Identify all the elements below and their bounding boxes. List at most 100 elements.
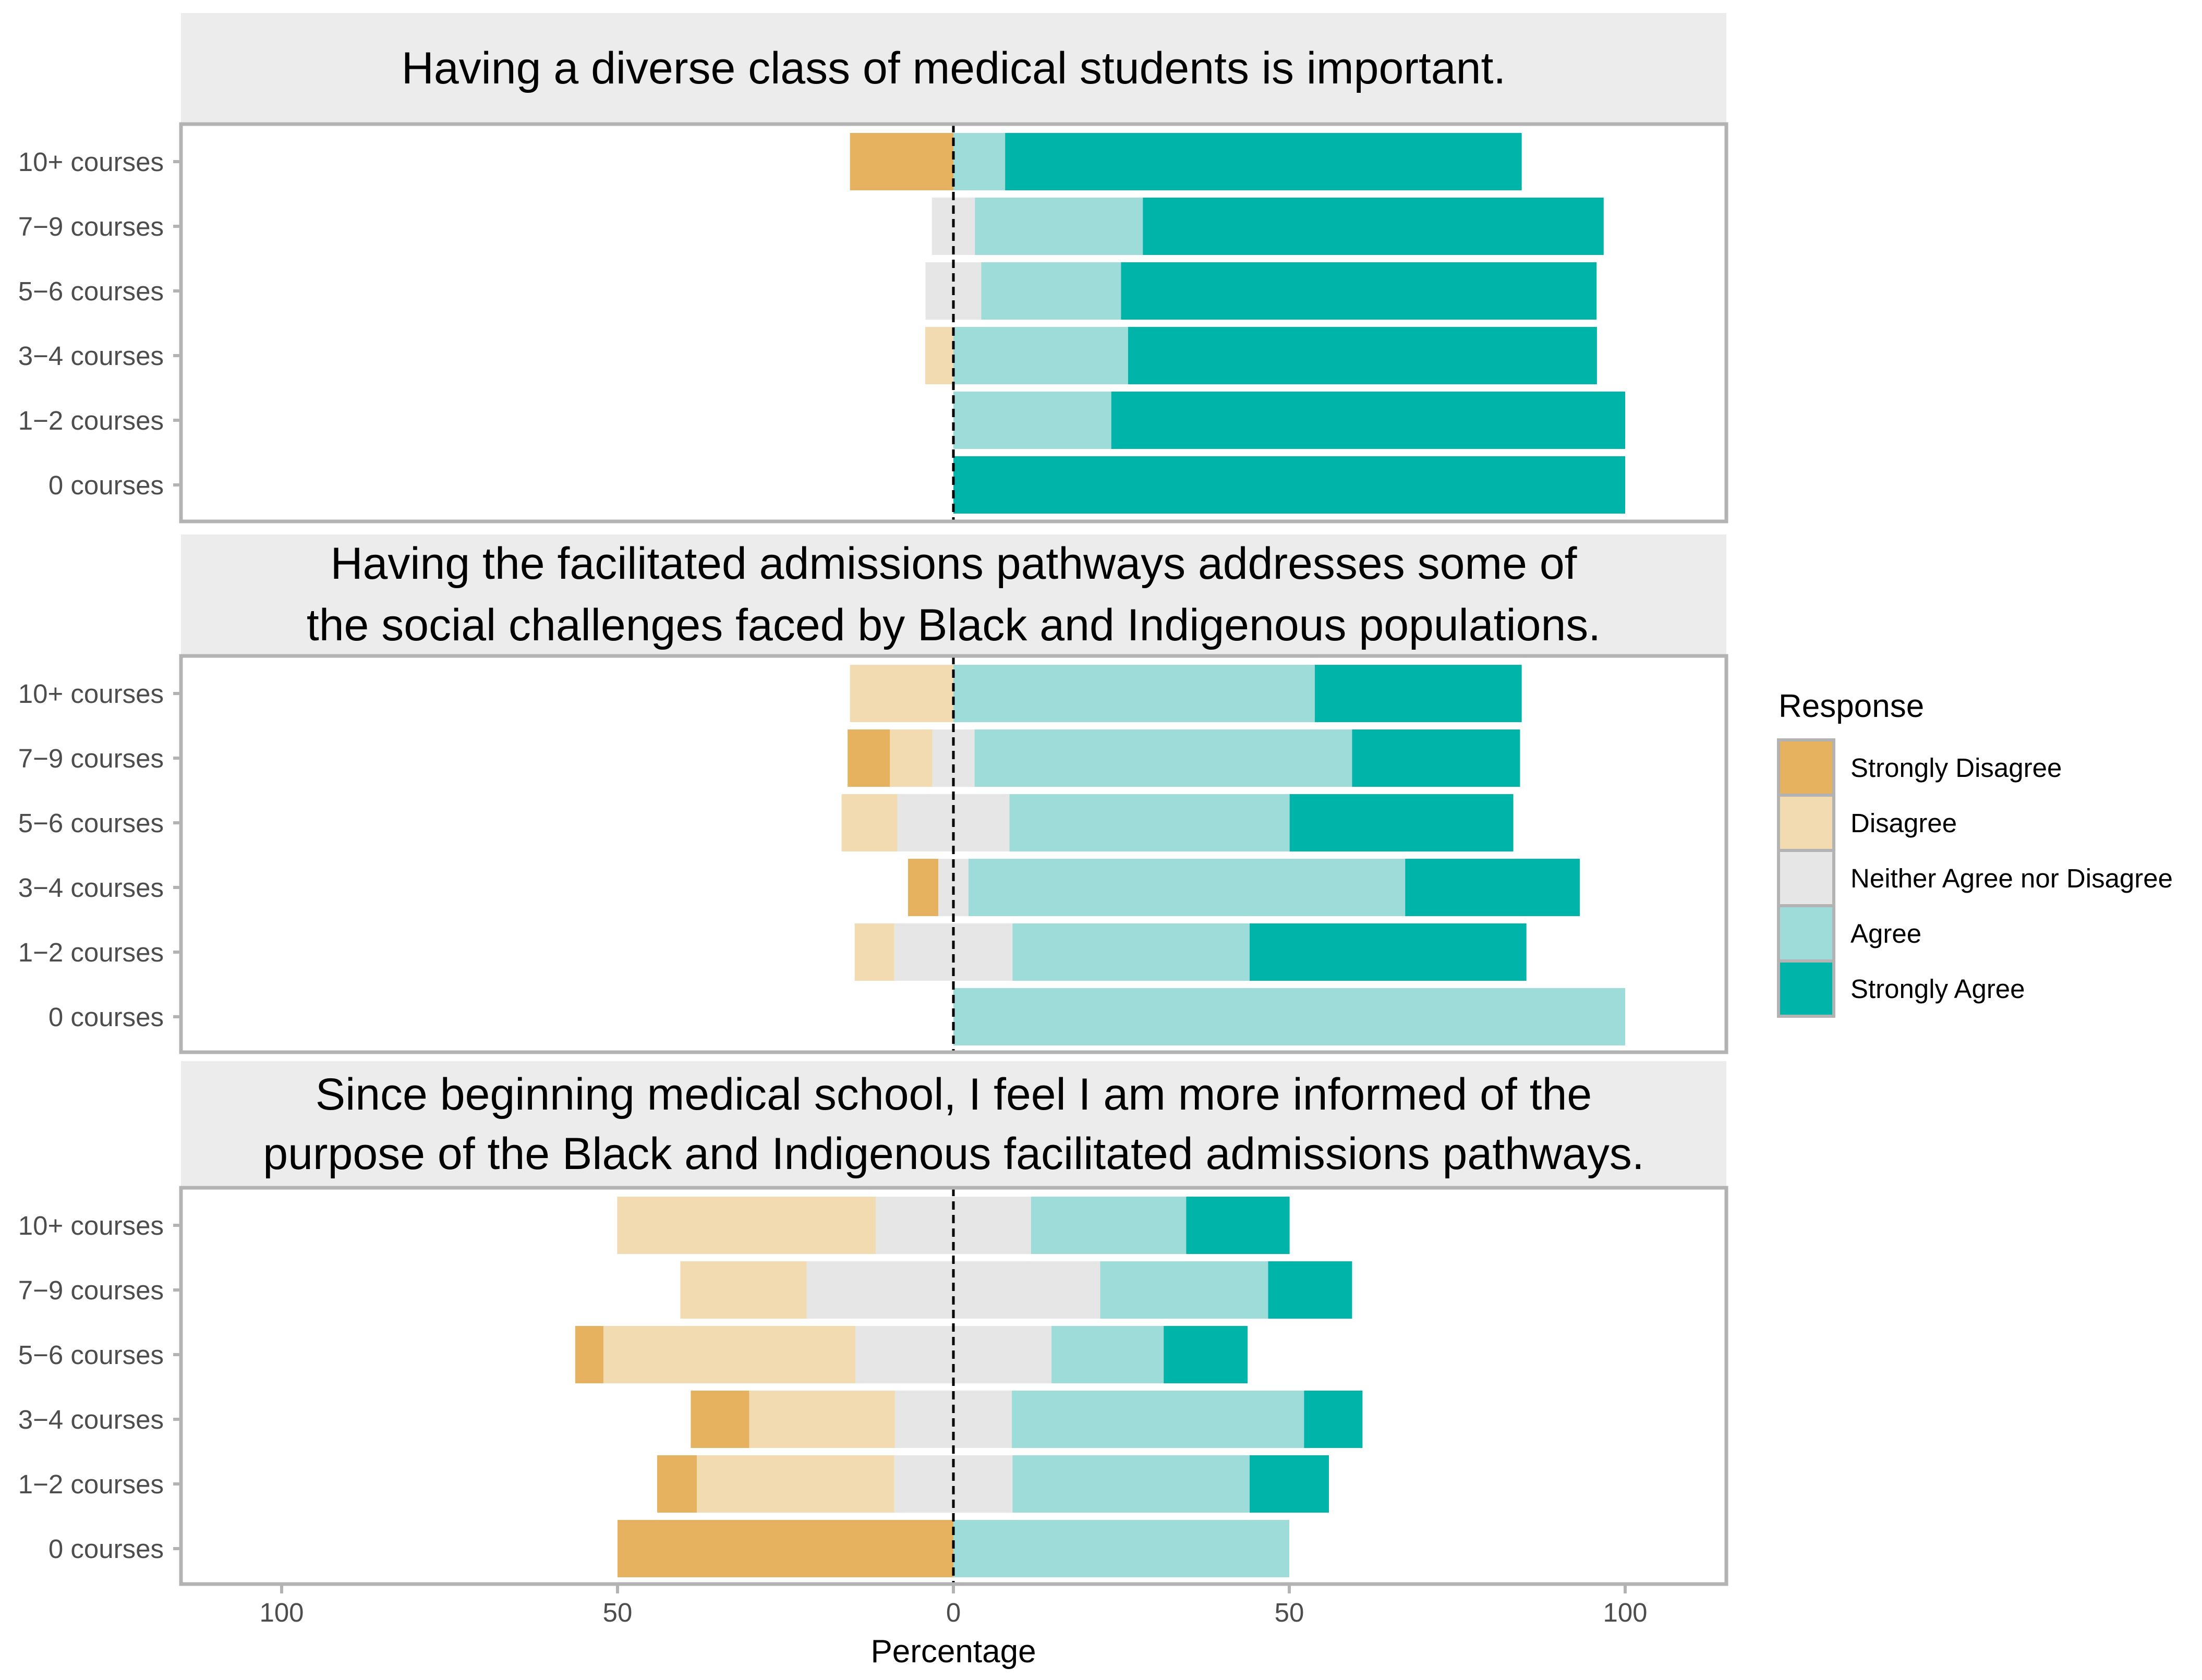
panel-strip — [181, 13, 1726, 123]
panel-title: the social challenges faced by Black and… — [307, 600, 1601, 650]
bar-neither-agree-nor-disagree — [894, 923, 953, 981]
bar-agree — [1012, 923, 1250, 981]
bar-neither-agree-nor-disagree — [931, 198, 953, 255]
bar-neither-agree-nor-disagree — [894, 1455, 953, 1513]
bar-agree — [953, 665, 1315, 722]
bar-neither-agree-nor-disagree — [953, 729, 975, 787]
legend-label: Strongly Disagree — [1850, 753, 2062, 783]
bar-neither-agree-nor-disagree — [855, 1326, 953, 1383]
bar-disagree — [925, 327, 953, 384]
legend-label: Neither Agree nor Disagree — [1850, 863, 2173, 893]
bar-agree — [953, 392, 1111, 449]
legend-swatch — [1777, 959, 1835, 1018]
panel-border — [179, 1186, 1728, 1586]
panel-1: Having a diverse class of medical studen… — [18, 13, 1728, 524]
row-label: 5−6 courses — [18, 1340, 164, 1370]
row-label: 3−4 courses — [18, 1405, 164, 1434]
panel-title: Having the facilitated admissions pathwa… — [330, 539, 1577, 589]
bar-neither-agree-nor-disagree — [894, 1391, 953, 1448]
legend: Response Strongly Disagree Disagree Neither… — [1777, 688, 2173, 1018]
panel-title: purpose of the Black and Indigenous faci… — [263, 1129, 1644, 1179]
bar-agree — [974, 729, 1352, 787]
legend-label: Strongly Agree — [1850, 974, 2025, 1004]
row-label: 10+ courses — [18, 1211, 164, 1240]
bar-strongly-agree — [1164, 1326, 1248, 1383]
row-label: 1−2 courses — [18, 1469, 164, 1499]
panel-title: Having a diverse class of medical studen… — [402, 43, 1506, 93]
bar-disagree — [890, 729, 933, 787]
panel-title: Since beginning medical school, I feel I… — [316, 1069, 1592, 1119]
x-tick-label: 100 — [1603, 1598, 1647, 1627]
bar-agree — [953, 988, 1625, 1045]
bar-neither-agree-nor-disagree — [876, 1197, 953, 1254]
row-label: 7−9 courses — [18, 744, 164, 773]
bar-agree — [953, 327, 1128, 384]
row-label: 0 courses — [49, 1534, 164, 1564]
bar-neither-agree-nor-disagree — [953, 794, 1010, 851]
bar-neither-agree-nor-disagree — [953, 1326, 1052, 1383]
bar-strongly-agree — [1314, 665, 1522, 722]
bar-disagree — [696, 1455, 894, 1513]
panel-2: Having the facilitated admissions pathwa… — [18, 534, 1728, 1054]
legend-label: Disagree — [1850, 808, 1957, 838]
panel-border — [179, 654, 1728, 1054]
plot-area: Having a diverse class of medical studen… — [18, 13, 1728, 1586]
bar-neither-agree-nor-disagree — [953, 1455, 1013, 1513]
bar-strongly-agree — [1005, 133, 1522, 190]
legend-title: Response — [1778, 688, 1924, 724]
legend-swatch — [1777, 794, 1835, 852]
bar-agree — [1009, 794, 1290, 851]
bar-neither-agree-nor-disagree — [953, 262, 982, 320]
bar-strongly-agree — [1111, 392, 1625, 449]
bar-disagree — [850, 665, 953, 722]
bar-strongly-agree — [1121, 262, 1597, 320]
bar-agree — [953, 133, 1006, 190]
panel-border — [179, 122, 1728, 524]
row-label: 10+ courses — [18, 679, 164, 709]
bar-disagree — [617, 1197, 876, 1254]
bar-neither-agree-nor-disagree — [953, 1261, 1100, 1319]
bar-strongly-agree — [1250, 1455, 1329, 1513]
bar-strongly-agree — [953, 456, 1625, 514]
bar-agree — [1031, 1197, 1187, 1254]
legend-swatch — [1777, 738, 1835, 797]
row-label: 10+ courses — [18, 147, 164, 177]
legend-swatch — [1777, 849, 1835, 907]
x-tick-label: 50 — [603, 1598, 633, 1627]
bar-strongly-disagree — [850, 133, 953, 190]
bar-neither-agree-nor-disagree — [953, 1197, 1031, 1254]
bar-neither-agree-nor-disagree — [953, 923, 1013, 981]
bar-neither-agree-nor-disagree — [953, 198, 975, 255]
row-label: 1−2 courses — [18, 938, 164, 967]
row-label: 7−9 courses — [18, 1275, 164, 1305]
bar-disagree — [854, 923, 894, 981]
bar-agree — [968, 859, 1406, 916]
row-label: 0 courses — [49, 470, 164, 500]
bar-disagree — [680, 1261, 807, 1319]
row-label: 7−9 courses — [18, 212, 164, 241]
bar-disagree — [841, 794, 898, 851]
bar-strongly-agree — [1304, 1391, 1363, 1448]
panel-strip — [181, 534, 1726, 655]
bar-strongly-disagree — [575, 1326, 603, 1383]
bar-strongly-agree — [1268, 1261, 1352, 1319]
x-tick-label: 50 — [1275, 1598, 1304, 1627]
bar-agree — [1051, 1326, 1164, 1383]
bar-strongly-disagree — [908, 859, 939, 916]
bar-strongly-agree — [1186, 1197, 1290, 1254]
row-label: 3−4 courses — [18, 341, 164, 371]
bar-neither-agree-nor-disagree — [925, 262, 953, 320]
legend-label: Agree — [1850, 919, 1921, 948]
row-label: 0 courses — [49, 1002, 164, 1032]
panel-3: Since beginning medical school, I feel I… — [18, 1061, 1728, 1586]
bar-strongly-disagree — [848, 729, 890, 787]
legend-swatch — [1777, 904, 1835, 963]
bar-disagree — [749, 1391, 895, 1448]
bar-strongly-agree — [1289, 794, 1514, 851]
panel-strip — [181, 1061, 1726, 1187]
row-label: 1−2 courses — [18, 406, 164, 435]
bar-strongly-agree — [1250, 923, 1527, 981]
bar-agree — [1012, 1391, 1304, 1448]
bar-neither-agree-nor-disagree — [806, 1261, 953, 1319]
